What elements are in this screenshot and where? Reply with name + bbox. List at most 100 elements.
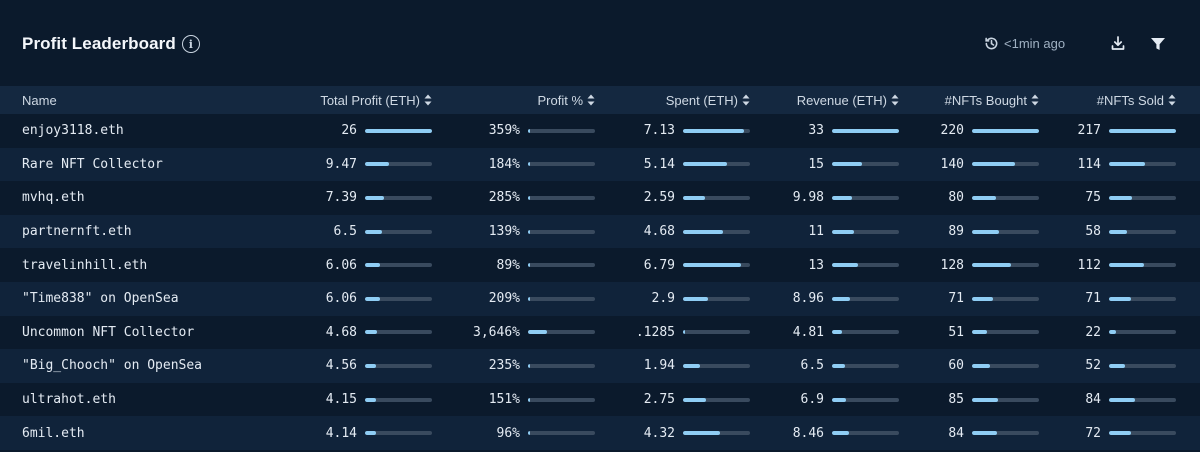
- cell-spent: 4.68: [595, 215, 750, 249]
- table-row[interactable]: "Time838" on OpenSea 6.06 209% 2.9 8.96 71 71: [0, 281, 1200, 316]
- column-header-nfts-bought[interactable]: #NFTs Bought: [899, 86, 1039, 114]
- table-row[interactable]: enjoy3118.eth 26 359% 7.13 33 220 217: [0, 114, 1200, 148]
- spent-bar: [683, 263, 750, 268]
- cell-name[interactable]: "Time838" on OpenSea: [22, 291, 179, 307]
- profit-pct-bar: [528, 397, 595, 402]
- cell-total-profit: 6.06: [270, 248, 432, 282]
- cell-nfts-sold: 71: [1039, 282, 1200, 316]
- column-header-total-profit[interactable]: Total Profit (ETH): [270, 86, 432, 114]
- nfts-sold-bar-fill: [1109, 296, 1132, 301]
- spent-value: 4.32: [643, 425, 675, 441]
- cell-nfts-bought: 71: [899, 282, 1039, 316]
- table-row[interactable]: partnernft.eth 6.5 139% 4.68 11 89 58: [0, 214, 1200, 249]
- cell-total-profit: 6.06: [270, 282, 432, 316]
- filter-icon[interactable]: [1150, 37, 1166, 51]
- cell-revenue: 8.46: [750, 416, 899, 450]
- cell-profit-pct: 285%: [432, 181, 595, 215]
- nfts-bought-bar-fill: [972, 363, 991, 368]
- cell-nfts-sold: 84: [1039, 383, 1200, 417]
- total-profit-value: 26: [341, 123, 357, 139]
- nfts-sold-value: 58: [1085, 224, 1101, 240]
- total-profit-bar: [365, 128, 432, 133]
- revenue-bar-fill: [832, 397, 847, 402]
- nfts-sold-value: 217: [1077, 123, 1101, 139]
- nfts-sold-bar-fill: [1109, 330, 1116, 335]
- spent-bar-fill: [683, 229, 724, 234]
- cell-name[interactable]: mvhq.eth: [22, 190, 85, 206]
- total-profit-value: 4.68: [325, 324, 357, 340]
- spent-value: 1.94: [643, 358, 675, 374]
- cell-name[interactable]: partnernft.eth: [22, 224, 132, 240]
- revenue-bar-fill: [832, 363, 846, 368]
- revenue-bar-fill: [832, 195, 853, 200]
- nfts-sold-bar-fill: [1109, 431, 1132, 436]
- nfts-sold-value: 112: [1077, 257, 1101, 273]
- download-icon[interactable]: [1110, 35, 1126, 51]
- column-header-profit-pct[interactable]: Profit %: [432, 86, 595, 114]
- nfts-sold-bar: [1109, 397, 1176, 402]
- profit-pct-bar: [528, 195, 595, 200]
- sort-icon: [891, 94, 899, 106]
- revenue-value: 33: [808, 123, 824, 139]
- nfts-sold-bar-fill: [1109, 363, 1126, 368]
- nfts-bought-value: 89: [948, 224, 964, 240]
- column-header-nfts-sold[interactable]: #NFTs Sold: [1039, 86, 1200, 114]
- cell-name[interactable]: Rare NFT Collector: [22, 156, 163, 172]
- spent-value: 6.79: [643, 257, 675, 273]
- spent-bar: [683, 296, 750, 301]
- spent-value: 2.59: [643, 190, 675, 206]
- table-row[interactable]: Uncommon NFT Collector 4.68 3,646% .1285 4.8…: [0, 315, 1200, 350]
- revenue-bar: [832, 397, 899, 402]
- cell-name[interactable]: "Big_Chooch" on OpenSea: [22, 358, 203, 374]
- cell-name[interactable]: ultrahot.eth: [22, 392, 116, 408]
- cell-name[interactable]: enjoy3118.eth: [22, 123, 124, 139]
- total-profit-bar: [365, 162, 432, 167]
- profit-pct-bar: [528, 330, 595, 335]
- nfts-sold-bar: [1109, 263, 1176, 268]
- total-profit-value: 6.5: [333, 224, 357, 240]
- nfts-bought-bar: [972, 330, 1039, 335]
- total-profit-bar-fill: [365, 162, 390, 167]
- cell-nfts-bought: 60: [899, 349, 1039, 383]
- column-header-spent[interactable]: Spent (ETH): [595, 86, 750, 114]
- cell-name[interactable]: 6mil.eth: [22, 425, 85, 441]
- revenue-bar-fill: [832, 128, 899, 133]
- nfts-sold-value: 114: [1077, 156, 1101, 172]
- cell-name[interactable]: travelinhill.eth: [22, 257, 148, 273]
- column-header-revenue[interactable]: Revenue (ETH): [750, 86, 899, 114]
- table-row[interactable]: 6mil.eth 4.14 96% 4.32 8.46 84 72: [0, 416, 1200, 450]
- info-icon[interactable]: i: [181, 35, 200, 53]
- table-row[interactable]: Rare NFT Collector 9.47 184% 5.14 15 140 114: [0, 147, 1200, 182]
- table-row[interactable]: mvhq.eth 7.39 285% 2.59 9.98 80 75: [0, 181, 1200, 215]
- cell-nfts-bought: 85: [899, 383, 1039, 417]
- profit-pct-value: 3,646%: [473, 324, 520, 340]
- revenue-value: 4.81: [792, 324, 824, 340]
- sort-icon: [1031, 94, 1039, 106]
- cell-spent: 2.59: [595, 181, 750, 215]
- spent-bar-fill: [683, 363, 700, 368]
- nfts-bought-value: 80: [948, 190, 964, 206]
- cell-nfts-sold: 72: [1039, 416, 1200, 450]
- total-profit-bar: [365, 431, 432, 436]
- cell-nfts-sold: 217: [1039, 114, 1200, 148]
- profit-pct-bar-fill: [528, 330, 547, 335]
- spent-value: 4.68: [643, 224, 675, 240]
- table-row[interactable]: travelinhill.eth 6.06 89% 6.79 13 128 112: [0, 248, 1200, 282]
- total-profit-bar-fill: [365, 128, 432, 133]
- table-row[interactable]: ultrahot.eth 4.15 151% 2.75 6.9 85 84: [0, 382, 1200, 417]
- cell-name[interactable]: Uncommon NFT Collector: [22, 324, 195, 340]
- nfts-sold-bar-fill: [1109, 195, 1133, 200]
- total-profit-bar: [365, 229, 432, 234]
- profit-pct-bar: [528, 229, 595, 234]
- nfts-bought-bar: [972, 397, 1039, 402]
- spent-value: 2.9: [651, 291, 675, 307]
- total-profit-bar-fill: [365, 195, 384, 200]
- nfts-bought-bar-fill: [972, 162, 1015, 167]
- table-row[interactable]: "Big_Chooch" on OpenSea 4.56 235% 1.94 6.5 60…: [0, 349, 1200, 383]
- cell-profit-pct: 209%: [432, 282, 595, 316]
- total-profit-bar: [365, 330, 432, 335]
- cell-revenue: 33: [750, 114, 899, 148]
- column-header-name[interactable]: Name: [22, 92, 57, 108]
- revenue-value: 9.98: [792, 190, 824, 206]
- profit-pct-value: 235%: [488, 358, 520, 374]
